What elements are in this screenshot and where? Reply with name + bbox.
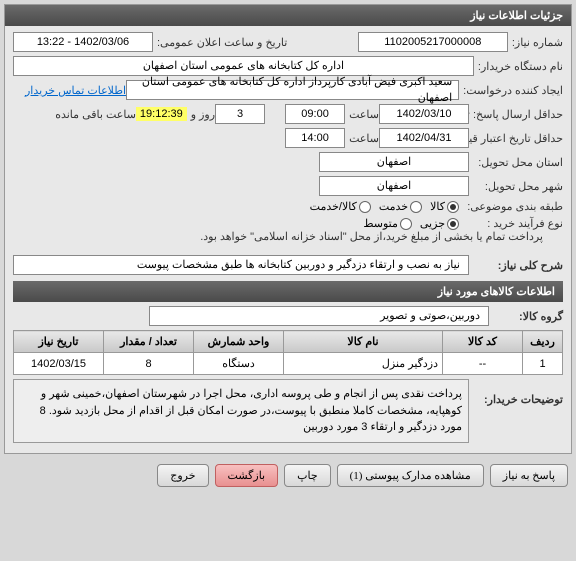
- category-label: طبقه بندی موضوعی:: [463, 200, 563, 213]
- validity-date: 1402/04/31: [379, 128, 469, 148]
- deadline-date: 1402/03/10: [379, 104, 469, 124]
- deadline-time: 09:00: [285, 104, 345, 124]
- announce-field: 1402/03/06 - 13:22: [13, 32, 153, 52]
- days-count: 3: [215, 104, 265, 124]
- radio-icon: [447, 218, 459, 230]
- deliver-loc-field: اصفهان: [319, 176, 469, 196]
- remaining-time: 19:12:39: [136, 107, 187, 121]
- proc-partial-radio[interactable]: جزیی: [420, 217, 459, 230]
- process-label: نوع فرآیند خرید :: [463, 217, 563, 230]
- radio-icon: [447, 201, 459, 213]
- buyer-notes-label: توضیحات خریدار:: [473, 379, 563, 406]
- requester-field: سعید اکبری فیض آبادی کارپرداز اداره کل ک…: [126, 80, 459, 100]
- need-desc-label: شرح کلی نیاز:: [473, 259, 563, 272]
- cell-date: 1402/03/15: [14, 353, 104, 375]
- proc-partial-label: جزیی: [420, 217, 445, 230]
- remaining-label: ساعت باقی مانده: [55, 108, 136, 121]
- time-label-2: ساعت: [349, 132, 379, 145]
- respond-button[interactable]: پاسخ به نیاز: [490, 464, 568, 487]
- cell-idx: 1: [523, 353, 563, 375]
- cat-goods-service-label: کالا/خدمت: [310, 200, 357, 213]
- need-number-field: 1102005217000008: [358, 32, 508, 52]
- col-qty: تعداد / مقدار: [104, 331, 194, 353]
- cell-code: --: [443, 353, 523, 375]
- goods-group-field: دوربین،صوتی و تصویر: [149, 306, 489, 326]
- cat-goods-service-radio[interactable]: کالا/خدمت: [310, 200, 371, 213]
- goods-header: اطلاعات کالاهای مورد نیاز: [13, 281, 563, 302]
- buyer-label: نام دستگاه خریدار:: [478, 60, 563, 73]
- col-row: ردیف: [523, 331, 563, 353]
- deadline-label: حداقل ارسال پاسخ: تا تاریخ:: [473, 108, 563, 121]
- radio-icon: [400, 218, 412, 230]
- deliver-loc-label: شهر محل تحویل:: [473, 180, 563, 193]
- cat-goods-label: کالا: [430, 200, 445, 213]
- exit-button[interactable]: خروج: [157, 464, 208, 487]
- create-loc-field: اصفهان: [319, 152, 469, 172]
- print-button[interactable]: چاپ: [284, 464, 331, 487]
- table-row[interactable]: 1 -- دزدگیر منزل دستگاه 8 1402/03/15: [14, 353, 563, 375]
- radio-icon: [410, 201, 422, 213]
- table-header-row: ردیف کد کالا نام کالا واحد شمارش تعداد /…: [14, 331, 563, 353]
- main-panel: جزئیات اطلاعات نیاز شماره نیاز: 11020052…: [4, 4, 572, 454]
- button-row: پاسخ به نیاز مشاهده مدارک پیوستی (1) چاپ…: [0, 458, 576, 493]
- validity-label: حداقل تاریخ اعتبار قیمت: تا تاریخ:: [473, 132, 563, 145]
- cell-unit: دستگاه: [194, 353, 284, 375]
- col-date: تاریخ نیاز: [14, 331, 104, 353]
- contact-link[interactable]: اطلاعات تماس خریدار: [25, 84, 126, 97]
- announce-label: تاریخ و ساعت اعلان عمومی:: [157, 36, 287, 49]
- attachments-button[interactable]: مشاهده مدارک پیوستی (1): [337, 464, 484, 487]
- proc-medium-label: متوسط: [363, 217, 398, 230]
- cell-name: دزدگیر منزل: [284, 353, 443, 375]
- time-label-1: ساعت: [349, 108, 379, 121]
- cat-service-radio[interactable]: خدمت: [379, 200, 422, 213]
- panel-body: شماره نیاز: 1102005217000008 تاریخ و ساع…: [5, 26, 571, 453]
- cell-qty: 8: [104, 353, 194, 375]
- need-number-label: شماره نیاز:: [512, 36, 563, 49]
- goods-table: ردیف کد کالا نام کالا واحد شمارش تعداد /…: [13, 330, 563, 375]
- buyer-notes-box: پرداخت نقدی پس از انجام و طی پروسه اداری…: [13, 379, 469, 443]
- col-name: نام کالا: [284, 331, 443, 353]
- goods-group-label: گروه کالا:: [493, 310, 563, 323]
- radio-icon: [359, 201, 371, 213]
- cat-service-label: خدمت: [379, 200, 408, 213]
- back-button[interactable]: بازگشت: [215, 464, 279, 487]
- panel-title: جزئیات اطلاعات نیاز: [5, 5, 571, 26]
- proc-note: پرداخت تمام یا بخشی از مبلغ خرید،از محل …: [200, 230, 543, 243]
- requester-label: ایجاد کننده درخواست:: [463, 84, 563, 97]
- create-loc-label: استان محل تحویل:: [473, 156, 563, 169]
- proc-medium-radio[interactable]: متوسط: [363, 217, 412, 230]
- buyer-field: اداره کل کتابخانه های عمومی استان اصفهان: [13, 56, 474, 76]
- cat-goods-radio[interactable]: کالا: [430, 200, 459, 213]
- need-desc-field: نیاز به نصب و ارتقاء دزدگیر و دوربین کتا…: [13, 255, 469, 275]
- col-code: کد کالا: [443, 331, 523, 353]
- days-and-label: روز و: [191, 108, 215, 121]
- col-unit: واحد شمارش: [194, 331, 284, 353]
- validity-time: 14:00: [285, 128, 345, 148]
